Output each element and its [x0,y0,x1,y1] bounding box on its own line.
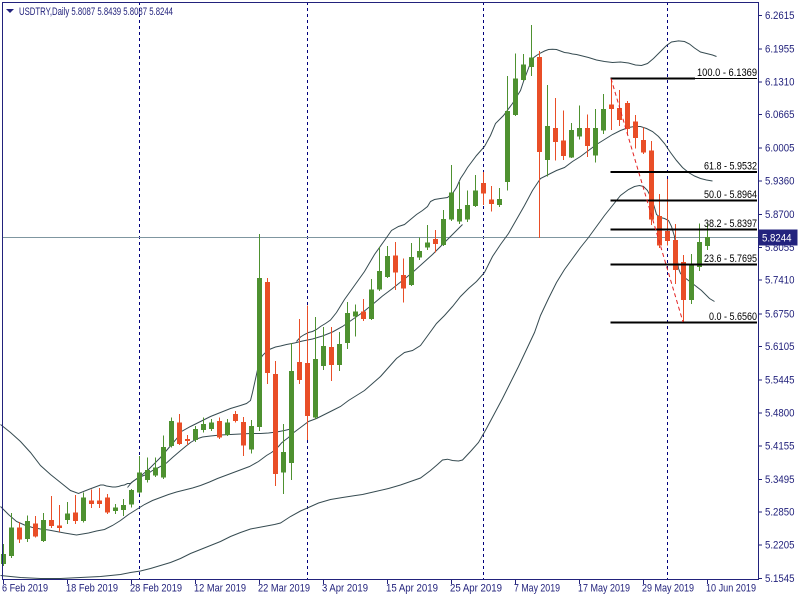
svg-text:5.3495: 5.3495 [765,474,795,486]
svg-text:5.9360: 5.9360 [765,176,795,188]
svg-text:5.7410: 5.7410 [765,275,795,287]
svg-text:50.0 - 5.8964: 50.0 - 5.8964 [704,189,757,201]
svg-text:100.0 - 6.1369: 100.0 - 6.1369 [697,67,757,79]
svg-text:10 Jun 2019: 10 Jun 2019 [706,583,756,595]
svg-text:6.1310: 6.1310 [765,76,795,88]
svg-text:6.2615: 6.2615 [765,10,795,22]
svg-text:38.2 - 5.8397: 38.2 - 5.8397 [704,218,757,230]
svg-text:18 Feb 2019: 18 Feb 2019 [66,583,118,595]
svg-text:3 Apr 2019: 3 Apr 2019 [322,583,368,595]
svg-text:5.6750: 5.6750 [765,308,795,320]
svg-text:23.6 - 5.7695: 23.6 - 5.7695 [704,253,757,265]
svg-text:5.4155: 5.4155 [765,440,795,452]
svg-text:5.2205: 5.2205 [765,539,795,551]
svg-text:USDTRY,Daily 5.8087 5.8439 5.: USDTRY,Daily 5.8087 5.8439 5.8087 5.8244 [19,6,173,18]
svg-text:6.0005: 6.0005 [765,143,795,155]
svg-text:12 Mar 2019: 12 Mar 2019 [194,583,246,595]
svg-text:15 Apr 2019: 15 Apr 2019 [386,583,438,595]
svg-text:25 Apr 2019: 25 Apr 2019 [450,583,502,595]
svg-text:5.2850: 5.2850 [765,507,795,519]
svg-text:5.8700: 5.8700 [765,209,795,221]
svg-text:5.6105: 5.6105 [765,341,795,353]
svg-text:5.1545: 5.1545 [765,573,795,585]
svg-text:61.8 - 5.9532: 61.8 - 5.9532 [704,160,757,172]
svg-text:28 Feb 2019: 28 Feb 2019 [130,583,182,595]
svg-text:29 May 2019: 29 May 2019 [642,583,694,595]
svg-text:5.5445: 5.5445 [765,375,795,387]
svg-text:5.8244: 5.8244 [762,233,792,245]
svg-text:0.0 - 5.6560: 0.0 - 5.6560 [709,311,757,323]
svg-text:6.0665: 6.0665 [765,109,795,121]
svg-text:7 May 2019: 7 May 2019 [514,583,560,595]
svg-text:6 Feb 2019: 6 Feb 2019 [2,583,48,595]
svg-text:17 May 2019: 17 May 2019 [578,583,630,595]
svg-text:5.4800: 5.4800 [765,407,795,419]
svg-text:6.1955: 6.1955 [765,44,795,56]
svg-text:22 Mar 2019: 22 Mar 2019 [258,583,310,595]
